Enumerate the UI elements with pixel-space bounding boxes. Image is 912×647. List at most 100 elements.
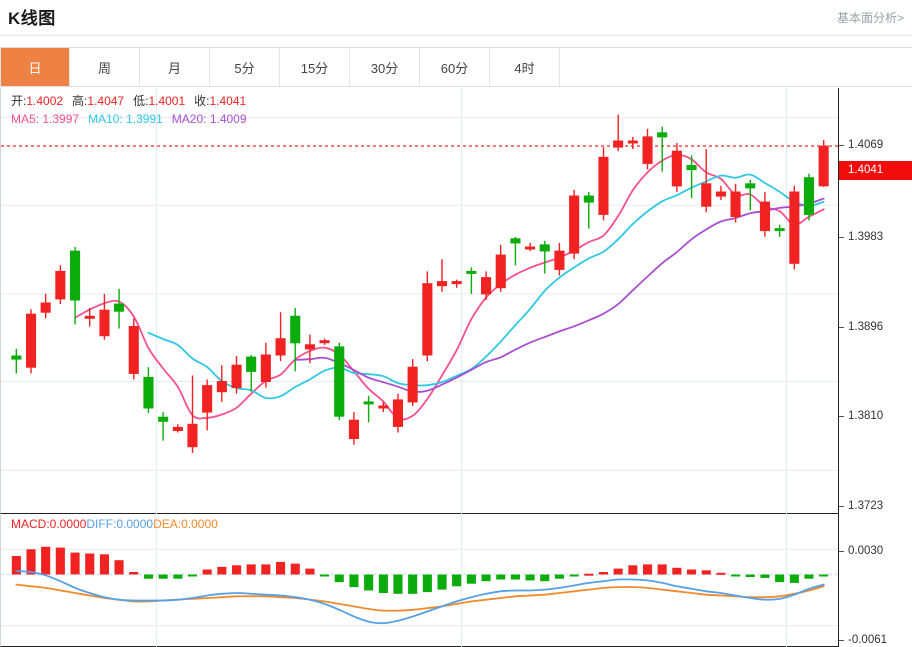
macd-bar [70, 552, 80, 575]
candle [701, 183, 712, 207]
fundamental-analysis-link[interactable]: 基本面分析> [836, 11, 904, 25]
candle [231, 364, 242, 389]
candle [55, 270, 66, 300]
candle [348, 419, 359, 440]
candle [290, 315, 301, 344]
macd-svg [1, 515, 839, 647]
page-title: K线图 [8, 9, 56, 28]
tab-label: 4时 [514, 60, 535, 76]
candle [158, 416, 169, 422]
macd-bar [364, 574, 374, 591]
macd-bar [334, 574, 344, 583]
tab-label: 日 [28, 60, 42, 76]
candle [26, 313, 37, 368]
macd-bar [11, 556, 21, 575]
candle [598, 156, 609, 215]
candle [686, 165, 697, 171]
candle [569, 195, 580, 254]
macd-bar [290, 563, 300, 575]
macd-bar [540, 574, 550, 582]
candle [378, 405, 389, 409]
candle [304, 344, 315, 350]
candle [84, 315, 95, 319]
macd-bar [775, 574, 785, 583]
candle [774, 228, 785, 232]
macd-bar [598, 572, 608, 575]
candle [730, 191, 741, 217]
candle [246, 356, 257, 372]
candle [319, 340, 330, 344]
candle [759, 201, 771, 232]
candle [11, 355, 22, 360]
macd-axis-tick: 0.0030 [848, 545, 884, 557]
candle [275, 338, 286, 356]
macd-bar [672, 567, 682, 575]
candle [745, 183, 756, 189]
tab-3[interactable]: 5分 [210, 48, 280, 86]
macd-bar [408, 574, 418, 594]
macd-bar [804, 574, 814, 579]
candle [613, 140, 624, 148]
macd-bar [232, 565, 242, 575]
candle [422, 283, 433, 356]
tab-5[interactable]: 30分 [350, 48, 420, 86]
chart-area: 开:1.4002 高:1.4047 低:1.4001 收:1.4041 MA5: 1.… [0, 88, 912, 647]
macd-bar [85, 553, 95, 575]
candle [789, 191, 800, 264]
tab-0[interactable]: 日 [0, 48, 70, 86]
macd-bar [628, 565, 638, 575]
macd-bar [510, 574, 520, 580]
macd-bar [437, 574, 447, 590]
candle [451, 281, 462, 285]
candle [671, 150, 682, 187]
ma-line-10 [147, 173, 825, 400]
tab-label: 月 [167, 60, 181, 76]
candle [202, 385, 213, 413]
tab-7[interactable]: 4时 [490, 48, 560, 86]
ma-line-20 [294, 197, 825, 393]
macd-bar [114, 560, 124, 575]
dea-line [15, 583, 825, 612]
macd-bar [466, 574, 476, 584]
macd-bar [202, 569, 212, 575]
candle [525, 246, 536, 250]
candle [114, 303, 125, 312]
candle [715, 191, 727, 197]
macd-bar [173, 574, 183, 579]
candle [172, 426, 183, 431]
macd-bar [320, 574, 330, 577]
price-axis-tick: 1.4069 [848, 139, 884, 151]
candle [363, 401, 374, 405]
tab-2[interactable]: 月 [140, 48, 210, 86]
candle [40, 302, 51, 313]
macd-bar [584, 573, 594, 576]
macd-bar [525, 574, 535, 581]
axis-tick-mark [839, 237, 844, 238]
macd-bar [261, 564, 271, 575]
macd-bar [349, 574, 359, 588]
macd-bar [305, 568, 315, 575]
tab-6[interactable]: 60分 [420, 48, 490, 86]
tab-4[interactable]: 15分 [280, 48, 350, 86]
macd-panel[interactable]: MACD:0.0000DIFF:0.0000DEA:0.0000 [0, 515, 839, 647]
candle [803, 177, 815, 215]
tab-1[interactable]: 周 [70, 48, 140, 86]
macd-bar [554, 574, 564, 579]
candlestick-svg [1, 88, 839, 514]
candle [539, 244, 550, 252]
timeframe-tab-bar: 日 周 月 5分 15分 30分 60分 4时 [0, 47, 912, 87]
macd-bar [378, 574, 388, 593]
macd-bar [55, 547, 65, 575]
candle [334, 346, 345, 417]
axis-tick-mark [839, 327, 844, 328]
macd-bar [481, 574, 491, 582]
header-divider [0, 35, 912, 36]
price-axis-tick: 1.3983 [848, 231, 884, 243]
price-axis-tick: 1.3723 [848, 500, 884, 512]
candle [466, 270, 477, 274]
macd-bar [760, 574, 770, 578]
macd-bar [687, 569, 697, 575]
current-price-badge: 1.4041 [839, 161, 912, 180]
price-panel[interactable]: 开:1.4002 高:1.4047 低:1.4001 收:1.4041 MA5: 1.… [0, 88, 839, 514]
macd-bar [745, 574, 755, 577]
